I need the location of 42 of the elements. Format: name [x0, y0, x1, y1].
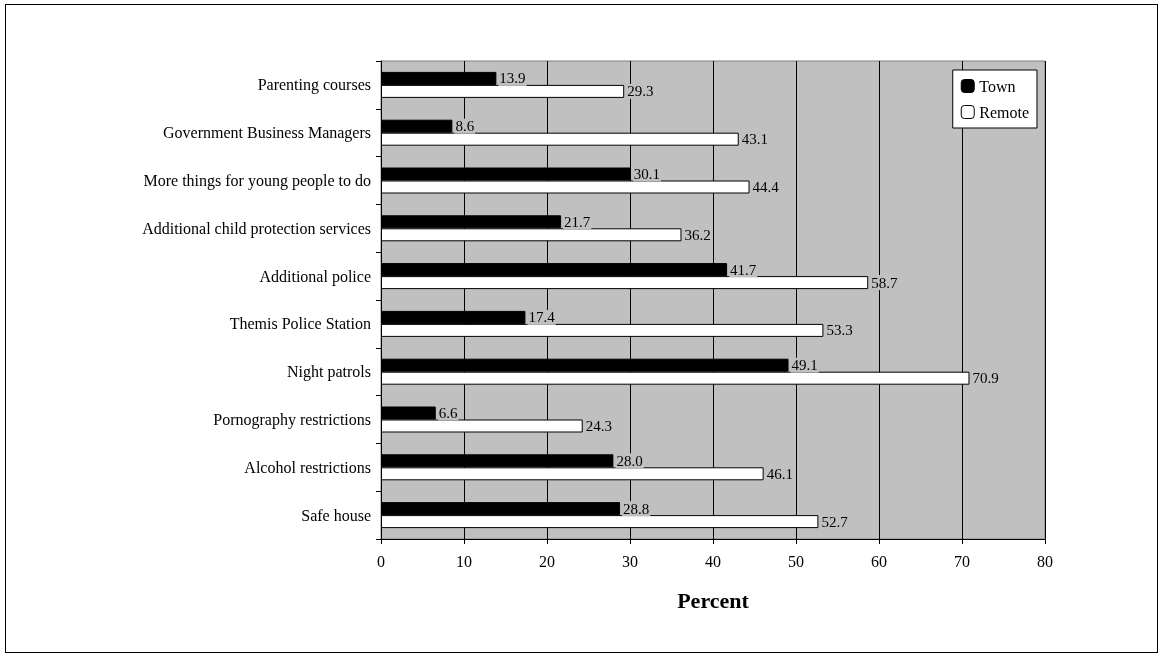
x-tick-label: 0 [377, 552, 385, 570]
data-label: 46.1 [766, 465, 793, 482]
data-label: 70.9 [972, 370, 999, 387]
data-label: 21.7 [564, 213, 591, 230]
y-tick-label: More things for young people to do [143, 172, 371, 190]
data-label: 41.7 [730, 261, 757, 278]
data-label: 30.1 [633, 166, 661, 182]
y-tick-label: Safe house [301, 506, 371, 524]
legend-label: Town [979, 77, 1016, 95]
data-label: 43.1 [741, 131, 768, 148]
data-label: 53.3 [826, 322, 853, 339]
data-label: 58.7 [871, 274, 898, 291]
y-tick-label: Additional police [259, 267, 371, 286]
x-tick-label: 20 [539, 552, 555, 570]
x-tick-label: 80 [1037, 552, 1053, 570]
data-label: 28.8 [623, 500, 650, 517]
data-label: 24.3 [585, 418, 612, 434]
data-label: 36.2 [684, 226, 711, 243]
data-label: 29.3 [627, 83, 654, 100]
data-label: 6.6 [438, 405, 459, 421]
data-label: 13.9 [499, 70, 526, 87]
y-tick-label: Parenting courses [257, 76, 371, 95]
y-tick-label: Themis Police Station [229, 315, 371, 333]
x-tick-label: 10 [456, 552, 472, 570]
legend-label: Remote [979, 103, 1029, 121]
data-label: 17.4 [528, 309, 556, 326]
data-label: 28.0 [616, 452, 643, 469]
data-label: 49.1 [791, 357, 818, 374]
x-tick-label: 70 [954, 552, 970, 570]
y-tick-label: Night patrols [287, 363, 371, 382]
x-axis-title: Percent [677, 587, 750, 613]
data-label: 8.6 [455, 118, 475, 135]
y-tick-label: Additional child protection services [142, 219, 371, 238]
x-tick-label: 60 [871, 552, 887, 570]
data-label: 44.4 [752, 179, 780, 195]
y-tick-label: Pornography restrictions [213, 411, 371, 429]
y-tick-label: Government Business Managers [163, 124, 371, 143]
x-tick-label: 50 [788, 552, 804, 570]
x-tick-label: 40 [705, 552, 721, 570]
data-label: 52.7 [821, 513, 849, 530]
y-tick-label: Alcohol restrictions [244, 458, 371, 476]
x-tick-label: 30 [622, 552, 638, 570]
